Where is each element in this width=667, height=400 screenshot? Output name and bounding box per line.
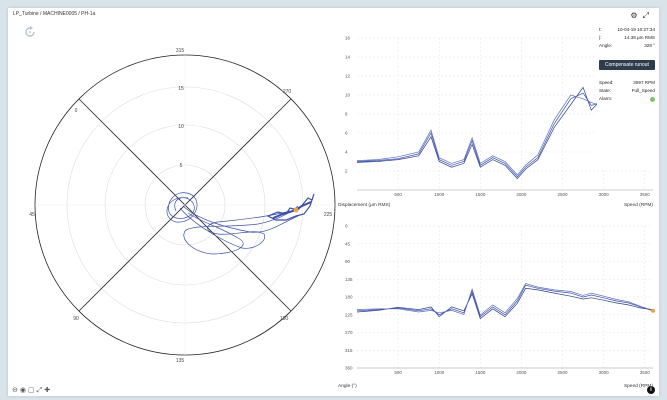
info-label: State: [599,88,612,93]
fit-icon[interactable]: ⤢ [36,387,43,394]
info-label: |: [599,35,602,40]
x-tick-label: 500 [394,192,402,197]
polar-radius-label: 5 [180,163,183,169]
info-row-alarm: Alarm: [599,96,655,102]
polar-angle-label: 135 [176,358,185,363]
polar-angle-label: 180 [280,316,289,322]
frame-icon[interactable]: ▢ [27,387,35,394]
refresh-icon[interactable] [24,26,36,38]
info-icon[interactable]: i [647,386,655,394]
series-line [356,287,654,320]
x-tick-label: 2000 [516,370,527,375]
x-tick-label: 1500 [475,370,486,375]
x-tick-label: 3500 [640,370,651,375]
info-value: 14.38 μm RMS [624,35,655,40]
y-tick-label: 2 [345,169,348,174]
y-tick-label: 16 [345,36,351,41]
y-tick-label: 6 [345,131,348,136]
expand-icon[interactable]: ⤢ [642,11,649,20]
eye-icon[interactable]: ◉ [19,387,26,394]
x-tick-label: 3000 [599,370,610,375]
y-tick-label: 8 [345,112,348,117]
info-label: Alarm: [599,96,613,101]
y-tick-label: 270 [345,330,353,335]
polar-grid [34,54,336,356]
breadcrumb[interactable]: LP_Turbine / MACHINE0005 / PH-1a [13,11,96,17]
bottom-toolbar: ⊖ ◉ ▢ ⤢ ✚ [12,386,52,395]
y-tick-label: 135 [345,277,353,282]
bottom-chart[interactable]: 0 45 90 135 180 225 270 315 360 500 1000 1500 2000 2… [335,216,657,390]
bottom-chart-x-ticks: 500 1000 1500 2000 2500 3000 3500 [394,370,650,375]
y-tick-label: 14 [345,55,351,60]
y-tick-label: 180 [345,295,353,300]
x-tick-label: 3000 [599,192,610,197]
info-value: 10-04-19 10:27:34 [617,27,655,32]
polar-trace [166,192,315,255]
window: LP_Turbine / MACHINE0005 / PH-1a ⚙ ⤢ 315 … [8,8,659,396]
polar-angle-label: 270 [283,89,292,95]
info-panel: t: 10-04-19 10:27:34 |: 14.38 μm RMS Angle… [597,25,657,167]
info-row-speed: Speed: 3597 RPM [599,80,655,86]
x-tick-label: 2500 [558,192,569,197]
polar-angle-label: 0 [75,108,78,114]
series-line [356,283,654,316]
polar-angle-label: 45 [29,212,35,218]
x-tick-label: 2500 [558,370,569,375]
y-tick-label: 90 [345,259,351,264]
polar-angle-label: 90 [73,316,79,322]
alarm-status-dot [650,96,655,102]
zoom-out-icon[interactable]: ⊖ [12,387,18,394]
top-toolbar: ⚙ ⤢ [625,11,649,21]
info-value: Full_Speed [631,88,655,93]
polar-radius-label: 15 [178,86,184,92]
x-tick-label: 1000 [434,370,445,375]
info-label: t: [599,27,602,32]
info-label: Speed: [599,80,614,85]
bottom-y-axis-label: Angle (°) [338,383,357,389]
info-row-time: t: 10-04-19 10:27:34 [599,27,655,33]
pin-icon[interactable]: ✚ [44,387,51,394]
top-chart[interactable]: 16 14 12 10 8 6 4 2 500 1000 1500 2000 2500 3000 3500… [335,30,657,208]
bottom-x-axis-label: Speed (RPM) [624,383,653,389]
info-row-angle: Angle: 328 ° [599,43,655,49]
y-tick-label: 45 [345,241,351,246]
top-chart-grid [357,37,653,191]
x-tick-label: 3500 [640,192,651,197]
current-point-marker [651,308,655,313]
gear-icon[interactable]: ⚙ [630,11,638,20]
y-tick-label: 315 [345,348,353,353]
polar-radius-label: 10 [178,124,184,130]
info-value: 3597 RPM [633,80,655,85]
y-tick-label: 225 [345,312,353,317]
bottom-chart-series [356,283,655,320]
info-value: 328 ° [644,43,655,48]
top-chart-x-ticks: 500 1000 1500 2000 2500 3000 3500 [394,192,650,197]
series-line [356,284,654,318]
polar-angle-label: 225 [324,212,333,218]
x-tick-label: 1500 [475,192,486,197]
info-label: Angle: [599,43,613,48]
x-tick-label: 1000 [434,192,445,197]
y-tick-label: 360 [345,366,353,371]
y-tick-label: 0 [345,224,348,229]
bottom-chart-grid [357,225,653,369]
x-tick-label: 2000 [516,192,527,197]
bottom-chart-y-ticks: 0 45 90 135 180 225 270 315 360 [345,224,353,371]
top-x-axis-label: Speed (RPM) [624,202,653,208]
polar-plot[interactable]: 315 270 225 180 135 90 45 0 5 10 15 [28,48,343,363]
y-tick-label: 12 [345,74,351,79]
info-row-displacement: |: 14.38 μm RMS [599,35,655,41]
y-tick-label: 4 [345,150,348,155]
y-tick-label: 10 [345,93,351,98]
x-tick-label: 500 [394,370,402,375]
polar-current-marker [293,207,299,213]
compensate-runout-button[interactable]: Compensate runout [599,60,655,70]
polar-angle-label: 315 [176,48,185,54]
top-chart-y-ticks: 16 14 12 10 8 6 4 2 [345,36,351,174]
top-y-axis-label: Displacement (μm RMS) [338,202,391,208]
info-row-state: State: Full_Speed [599,88,655,94]
